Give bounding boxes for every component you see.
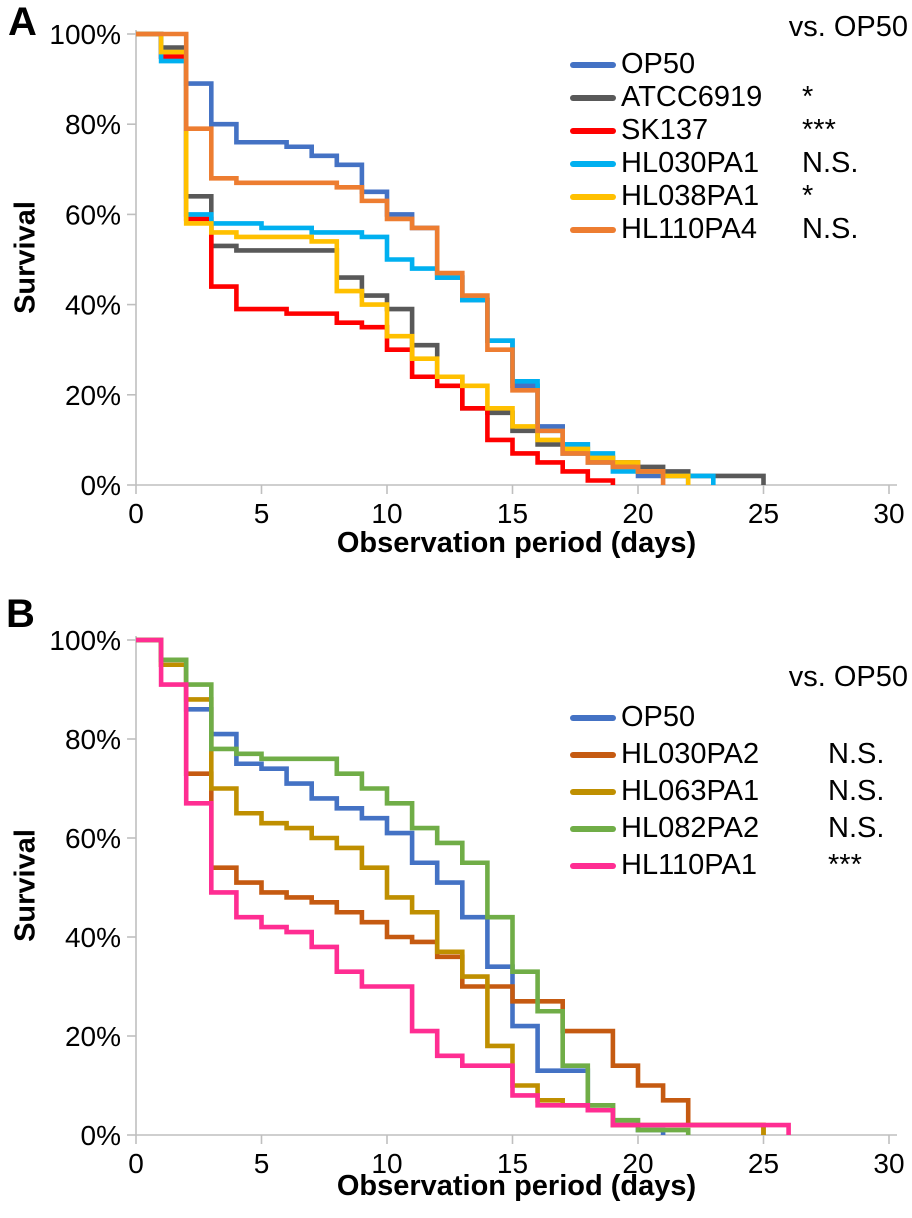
legend-label: HL030PA1: [621, 147, 760, 179]
legend-item-op50: OP50: [570, 48, 762, 81]
y-tick-label: 60%: [65, 823, 121, 854]
legend-label: HL110PA4: [621, 213, 757, 245]
y-tick-label: 80%: [65, 109, 121, 140]
y-tick-label: 20%: [65, 1021, 121, 1052]
x-tick-label: 15: [497, 498, 528, 529]
legend-label: HL038PA1: [621, 180, 760, 212]
curve-SK137-panel-A: [136, 31, 616, 485]
curve-HL082PA2-panel-B: [136, 637, 691, 1135]
legend-item-hl082pa2: HL082PA2 N.S.: [570, 810, 884, 847]
legend-label: HL082PA2: [621, 812, 760, 844]
legend-label: SK137: [621, 114, 709, 146]
x-tick-label: 0: [128, 1148, 144, 1179]
legend-item-hl030pa1: HL030PA1 N.S.: [570, 147, 858, 180]
legend-line-swatch: [570, 714, 616, 721]
legend-label: ATCC6919: [621, 81, 763, 113]
legend-label: OP50: [621, 48, 696, 80]
legend-item-hl110pa1: HL110PA1 ***: [570, 847, 862, 884]
panel-b-x-axis-title: Observation period (days): [336, 1170, 697, 1202]
legend-label: HL110PA1: [621, 849, 757, 881]
x-tick-label: 5: [254, 1148, 270, 1179]
y-tick-label: 20%: [65, 380, 121, 411]
y-tick-label: 40%: [65, 922, 121, 953]
panel-a-vs-op50-header: vs. OP50: [788, 11, 908, 43]
legend-line-swatch: [570, 127, 616, 134]
x-tick-label: 30: [873, 498, 904, 529]
y-tick-label: 100%: [49, 625, 121, 656]
significance-label: N.S.: [802, 213, 859, 245]
x-tick-label: 0: [128, 498, 144, 529]
legend-line-swatch: [570, 825, 616, 832]
legend-line-swatch: [570, 61, 616, 68]
significance-label: N.S.: [828, 812, 885, 844]
significance-label: N.S.: [828, 738, 885, 770]
legend-line-swatch: [570, 788, 616, 795]
legend-line-swatch: [570, 160, 616, 167]
panel-b-y-axis-title: Survival: [9, 829, 42, 942]
panel-b-legend: OP50 HL030PA2 N.S. HL063PA1 N.S. HL082PA…: [570, 699, 884, 884]
legend-line-swatch: [570, 94, 616, 101]
curve-HL110PA4-panel-A: [136, 31, 666, 485]
panel-a-y-axis-title: Survival: [9, 201, 42, 314]
panel-b-letter: B: [6, 592, 35, 636]
significance-label: *: [802, 81, 814, 113]
x-tick-label: 25: [748, 498, 779, 529]
y-tick-label: 60%: [65, 199, 121, 230]
x-tick-label: 25: [748, 1148, 779, 1179]
x-tick-label: 20: [622, 1148, 653, 1179]
significance-label: N.S.: [828, 775, 885, 807]
legend-item-op50: OP50: [570, 699, 759, 736]
legend-line-swatch: [570, 751, 616, 758]
legend-line-swatch: [570, 226, 616, 233]
legend-item-hl110pa4: HL110PA4 N.S.: [570, 213, 858, 246]
panel-b-vs-op50-header: vs. OP50: [788, 661, 908, 693]
significance-label: N.S.: [802, 147, 859, 179]
panel-a-plot: 0 5 10 15 20 25 30 100% 80% 60% 40% 20% 0%: [49, 19, 904, 529]
significance-label: ***: [802, 114, 836, 146]
x-tick-label: 10: [371, 1148, 402, 1179]
panel-b-plot: 0 5 10 15 20 25 30 100% 80% 60% 40% 20% 0%: [49, 625, 904, 1179]
significance-label: *: [802, 180, 814, 212]
legend-item-hl030pa2: HL030PA2 N.S.: [570, 736, 884, 773]
y-tick-label: 40%: [65, 290, 121, 321]
legend-label: HL030PA2: [621, 738, 760, 770]
panel-a-legend: OP50 ATCC6919 * SK137 *** HL030PA1 N.S. …: [570, 48, 858, 246]
legend-line-swatch: [570, 862, 616, 869]
legend-line-swatch: [570, 193, 616, 200]
legend-label: HL063PA1: [621, 775, 760, 807]
significance-label: ***: [828, 849, 862, 881]
x-tick-label: 30: [873, 1148, 904, 1179]
x-tick-label: 10: [371, 498, 402, 529]
y-tick-label: 0%: [81, 470, 121, 501]
legend-item-sk137: SK137 ***: [570, 114, 836, 147]
y-tick-label: 100%: [49, 19, 121, 50]
panel-a-letter: A: [8, 0, 37, 44]
legend-item-atcc6919: ATCC6919 *: [570, 81, 813, 114]
x-tick-label: 5: [254, 498, 270, 529]
legend-item-hl063pa1: HL063PA1 N.S.: [570, 773, 884, 810]
y-tick-label: 0%: [81, 1120, 121, 1151]
curve-HL110PA1-panel-B: [136, 637, 791, 1135]
curve-HL038PA1-panel-A: [136, 31, 691, 485]
x-tick-label: 20: [622, 498, 653, 529]
legend-label: OP50: [621, 701, 696, 733]
x-tick-label: 15: [497, 1148, 528, 1179]
panel-a-x-axis-title: Observation period (days): [336, 527, 697, 559]
y-tick-label: 80%: [65, 724, 121, 755]
legend-item-hl038pa1: HL038PA1 *: [570, 180, 813, 213]
curve-HL030PA2-panel-B: [136, 637, 766, 1135]
